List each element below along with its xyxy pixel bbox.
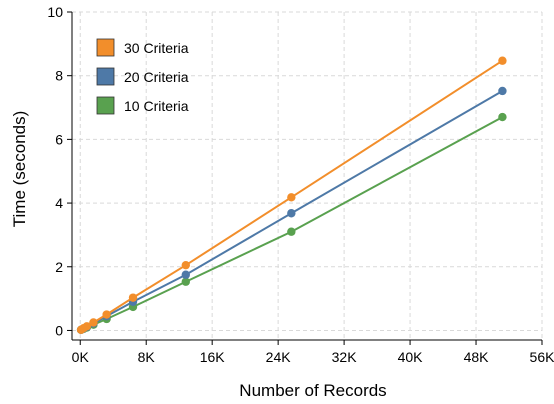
data-point-30-criteria xyxy=(89,318,98,327)
x-tick-label: 16K xyxy=(200,349,226,365)
legend-item-30-criteria: 30 Criteria xyxy=(96,38,189,57)
y-tick-label: 10 xyxy=(47,4,63,20)
y-tick-label: 0 xyxy=(55,322,63,338)
x-tick-label: 24K xyxy=(266,349,292,365)
data-point-10-criteria xyxy=(181,277,190,286)
series-line-10-criteria xyxy=(80,116,503,331)
legend-label: 30 Criteria xyxy=(124,40,189,56)
legend: 30 Criteria 20 Criteria 10 Criteria xyxy=(96,38,189,115)
x-tick-label: 0K xyxy=(72,349,90,365)
legend-swatch xyxy=(96,38,115,57)
data-point-20-criteria xyxy=(287,209,296,218)
data-point-20-criteria xyxy=(498,86,507,96)
legend-label: 20 Criteria xyxy=(124,69,189,85)
data-point-30-criteria xyxy=(128,293,138,302)
data-point-10-criteria xyxy=(498,112,507,122)
y-tick-label: 4 xyxy=(55,195,63,211)
data-point-30-criteria xyxy=(82,322,92,331)
series-10-criteria xyxy=(76,112,507,335)
legend-item-20-criteria: 20 Criteria xyxy=(96,67,189,86)
y-tick-label: 6 xyxy=(55,131,63,147)
data-point-30-criteria xyxy=(498,56,507,65)
data-point-30-criteria xyxy=(287,193,296,202)
data-point-20-criteria xyxy=(181,270,190,279)
x-tick-label: 48K xyxy=(464,349,490,365)
series-30-criteria xyxy=(76,56,507,335)
legend-swatch xyxy=(96,67,115,86)
series-20-criteria xyxy=(76,86,507,335)
grid xyxy=(72,11,543,340)
legend-item-10-criteria: 10 Criteria xyxy=(96,96,189,115)
series-group xyxy=(76,56,507,335)
y-tick-label: 8 xyxy=(55,68,63,84)
tick-labels: 0K 8K 16K 24K 32K 40K 48K 56K 0 2 4 6 8 10 xyxy=(47,4,554,365)
x-tick-label: 32K xyxy=(332,349,358,365)
axes xyxy=(67,11,543,345)
y-tick-label: 2 xyxy=(55,259,63,275)
x-tick-label: 8K xyxy=(138,349,156,365)
x-tick-label: 40K xyxy=(398,349,424,365)
data-point-30-criteria xyxy=(102,310,111,319)
x-axis-title: Number of Records xyxy=(239,381,386,400)
data-point-30-criteria xyxy=(181,260,190,270)
legend-swatch xyxy=(96,96,115,115)
data-point-10-criteria xyxy=(287,227,296,236)
legend-label: 10 Criteria xyxy=(124,98,189,114)
y-axis-title: Time (seconds) xyxy=(10,111,29,228)
x-tick-label: 56K xyxy=(530,349,554,365)
